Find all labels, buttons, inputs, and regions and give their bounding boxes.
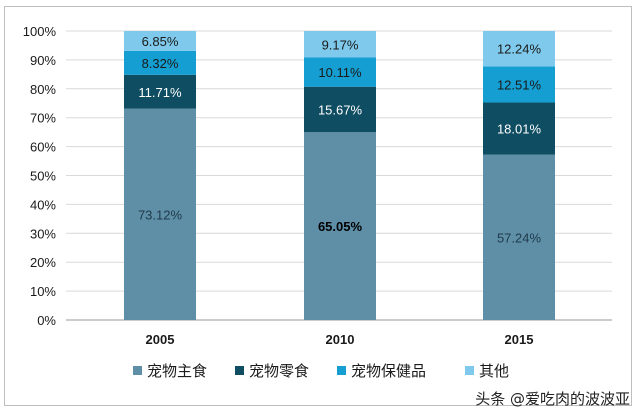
data-label: 12.24% [497, 42, 542, 57]
bar-segment [304, 57, 376, 87]
data-label: 18.01% [497, 122, 542, 137]
watermark: 头条 @爱吃肉的波波亚 [475, 390, 630, 408]
data-label: 11.71% [138, 85, 182, 100]
bar-segment [483, 154, 555, 320]
bar-segment [483, 66, 555, 103]
legend-swatch [235, 366, 244, 375]
bar-segment [304, 86, 376, 133]
y-tick-label: 10% [30, 284, 56, 299]
bar-segment [124, 108, 196, 320]
bars: 73.12% 11.71% 8.32% 6.85% 65.05% 15.67% 10.11%… [124, 31, 555, 320]
legend-label: 宠物零食 [249, 362, 309, 380]
data-label: 15.67% [318, 102, 363, 117]
y-tick-label: 90% [30, 53, 56, 68]
bar-segment [483, 102, 555, 155]
y-tick-label: 80% [30, 82, 56, 97]
legend-swatch [337, 366, 346, 375]
bar-segment [304, 31, 376, 58]
data-label: 8.32% [142, 56, 179, 71]
data-label: 12.51% [497, 77, 542, 92]
data-label: 10.11% [318, 65, 362, 80]
x-tick-label: 2010 [326, 332, 355, 347]
data-label: 73.12% [138, 207, 183, 222]
data-label: 57.24% [497, 230, 542, 245]
y-tick-label: 0% [37, 313, 56, 328]
y-tick-label: 30% [30, 226, 56, 241]
y-axis-ticks: 0% 10% 20% 30% 40% 50% 60% 70% 80% 90% 100% [23, 24, 57, 328]
data-label: 6.85% [142, 34, 179, 49]
bar-segment [124, 50, 196, 75]
y-tick-label: 40% [30, 197, 56, 212]
y-tick-label: 60% [30, 140, 56, 155]
bar-segment [124, 31, 196, 51]
x-tick-label: 2005 [146, 332, 175, 347]
y-tick-label: 50% [30, 169, 56, 184]
x-axis-ticks: 2005 2010 2015 [146, 332, 534, 347]
legend-swatch [133, 366, 142, 375]
legend-swatch [465, 366, 474, 375]
y-tick-label: 100% [23, 24, 57, 39]
data-label: 9.17% [322, 37, 359, 52]
legend-label: 宠物主食 [147, 362, 207, 380]
bar-segment [304, 132, 376, 320]
bar-segment [124, 74, 196, 109]
bar-segment [483, 31, 555, 67]
x-tick-label: 2015 [505, 332, 534, 347]
data-label: 65.05% [318, 219, 363, 234]
legend-label: 宠物保健品 [351, 362, 426, 380]
legend-label: 其他 [479, 362, 509, 380]
y-tick-label: 70% [30, 111, 56, 126]
legend: 宠物主食 宠物零食 宠物保健品 其他 [133, 362, 509, 380]
y-tick-label: 20% [30, 255, 56, 270]
